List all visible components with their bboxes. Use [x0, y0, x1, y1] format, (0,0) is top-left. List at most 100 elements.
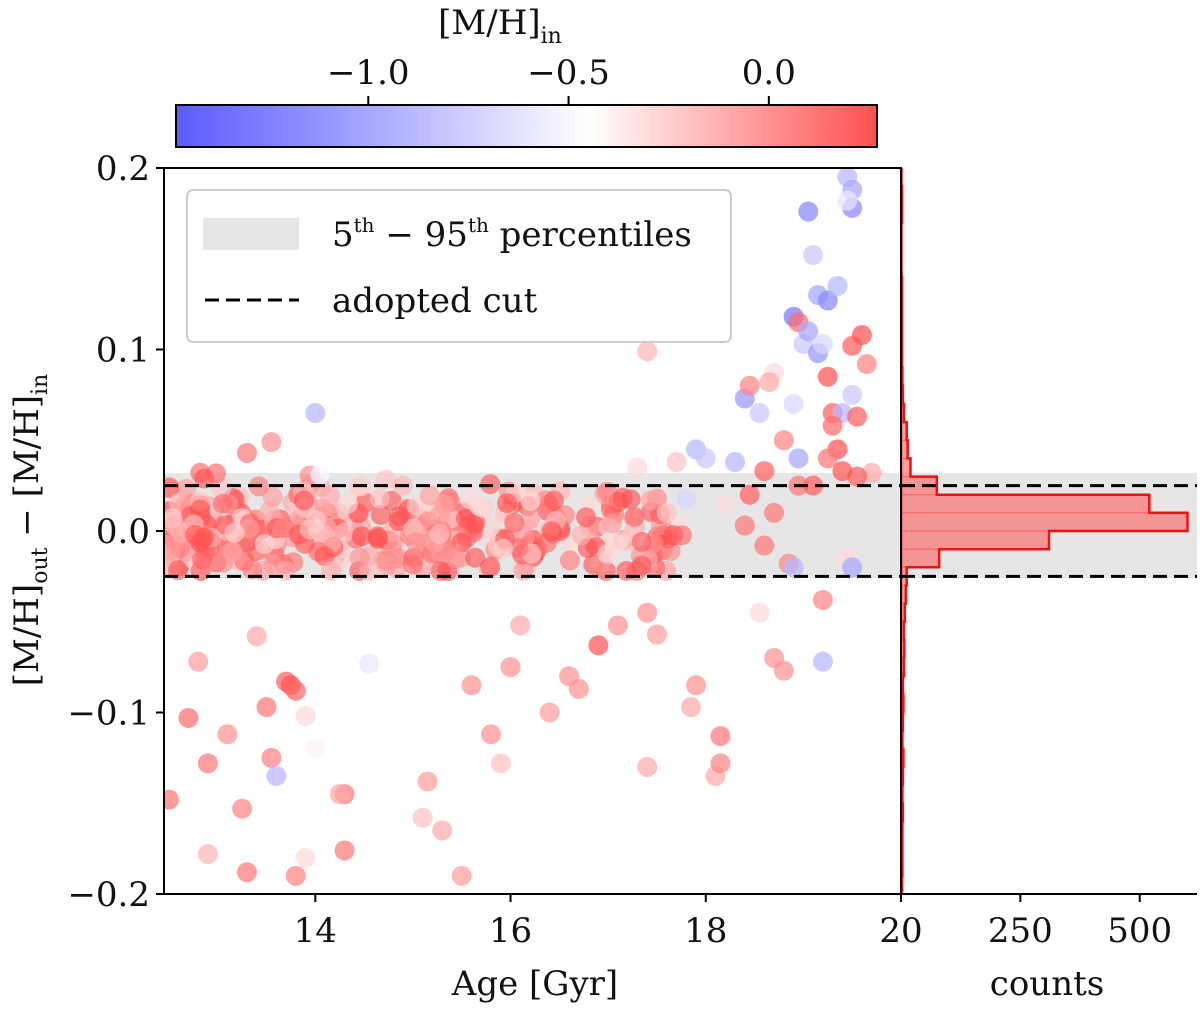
scatter-point [759, 372, 780, 393]
scatter-point [798, 321, 819, 342]
scatter-point [508, 537, 529, 558]
scatter-point [224, 522, 245, 543]
scatter-point [451, 532, 472, 553]
scatter-point [847, 406, 868, 427]
scatter-point [299, 519, 320, 540]
scatter-point [671, 525, 692, 546]
legend: 5th − 95th percentiles adopted cut [186, 189, 732, 343]
scatter-point [631, 531, 652, 552]
colorbar: [M/H]in −1.0 −0.5 0.0 [175, 3, 878, 148]
scatter-point [602, 513, 623, 534]
scatter-point [783, 393, 804, 414]
scatter-point [497, 493, 518, 514]
scatter-point [842, 557, 863, 578]
scatter-point [217, 724, 238, 745]
scatter-point [571, 525, 592, 546]
scatter-point [812, 334, 833, 355]
hist-x-ticks: 250 500 [900, 894, 1172, 951]
x-tick-label: 18 [684, 911, 727, 951]
hist-x-tick-label: 250 [988, 911, 1053, 951]
scatter-point [412, 807, 433, 828]
scatter-point [803, 475, 824, 496]
colorbar-tick-label: −1.0 [327, 53, 410, 93]
scatter-point [788, 448, 809, 469]
scatter-point [417, 771, 438, 792]
scatter-point [637, 756, 658, 777]
scatter-point [419, 485, 440, 506]
scatter-point [754, 535, 775, 556]
y-tick-label: 0.1 [96, 331, 150, 371]
y-tick-label: 0.2 [96, 149, 150, 189]
scatter-point [681, 697, 702, 718]
scatter-point [429, 523, 450, 544]
scatter-point [376, 554, 397, 575]
scatter-point [368, 528, 389, 549]
legend-box [186, 189, 732, 343]
scatter-point [188, 651, 209, 672]
x-tick-label: 14 [294, 911, 337, 951]
histogram-panel: 250 500 counts [900, 168, 1197, 1004]
scatter-point [261, 747, 282, 768]
scatter-point [480, 556, 501, 577]
scatter-point [480, 474, 501, 495]
scatter-point [369, 488, 390, 509]
scatter-point [464, 515, 485, 536]
scatter-point [856, 354, 877, 375]
scatter-point [320, 485, 341, 506]
scatter-point [465, 547, 486, 568]
scatter-point [568, 678, 589, 699]
scatter-point [605, 533, 626, 554]
scatter-point [725, 452, 746, 473]
scatter-point [185, 524, 206, 545]
scatter-point [232, 798, 253, 819]
scatter-point [338, 493, 359, 514]
scatter-point [504, 512, 525, 533]
scatter-point [194, 468, 215, 489]
y-tick-label: −0.1 [67, 694, 150, 734]
scatter-point [817, 366, 838, 387]
scatter-point [576, 507, 597, 528]
scatter-point [520, 490, 541, 511]
scatter-point [405, 531, 426, 552]
scatter-point [624, 506, 645, 527]
scatter-point [710, 726, 731, 747]
x-axis-title: Age [Gyr] [451, 964, 618, 1004]
colorbar-gradient [175, 104, 878, 148]
scatter-point [612, 487, 633, 508]
scatter-point [461, 675, 482, 696]
colorbar-title: [M/H]in [438, 3, 562, 49]
scatter-point [254, 533, 275, 554]
x-axis-ticks: 14 16 18 20 [294, 894, 923, 951]
scatter-point [349, 547, 370, 568]
scatter-point [256, 697, 277, 718]
scatter-point [640, 490, 661, 511]
scatter-point [783, 557, 804, 578]
scatter-point [212, 493, 233, 514]
scatter-point [749, 403, 770, 424]
legend-band-label: 5th − 95th percentiles [332, 213, 692, 255]
scatter-point [370, 505, 391, 526]
scatter-point [197, 844, 218, 865]
x-tick-label: 16 [489, 911, 532, 951]
scatter-point [631, 555, 652, 576]
scatter-point [164, 515, 185, 536]
scatter-point [851, 324, 872, 345]
scatter-point [285, 865, 306, 886]
histogram [901, 168, 1189, 894]
colorbar-ticks: −1.0 −0.5 0.0 [327, 53, 796, 105]
scatter-point [197, 753, 218, 774]
scatter-point [222, 541, 243, 562]
scatter-point [490, 753, 511, 774]
scatter-point [481, 724, 502, 745]
scatter-point [262, 487, 283, 508]
scatter-point [539, 702, 560, 723]
scatter-point [358, 653, 379, 674]
scatter-point [432, 820, 453, 841]
scatter-point [451, 865, 472, 886]
scatter-point [607, 615, 628, 636]
scatter-point [430, 560, 451, 581]
scatter-point [559, 550, 580, 571]
scatter-point [295, 847, 316, 868]
scatter-point [510, 615, 531, 636]
scatter-point [666, 452, 687, 473]
